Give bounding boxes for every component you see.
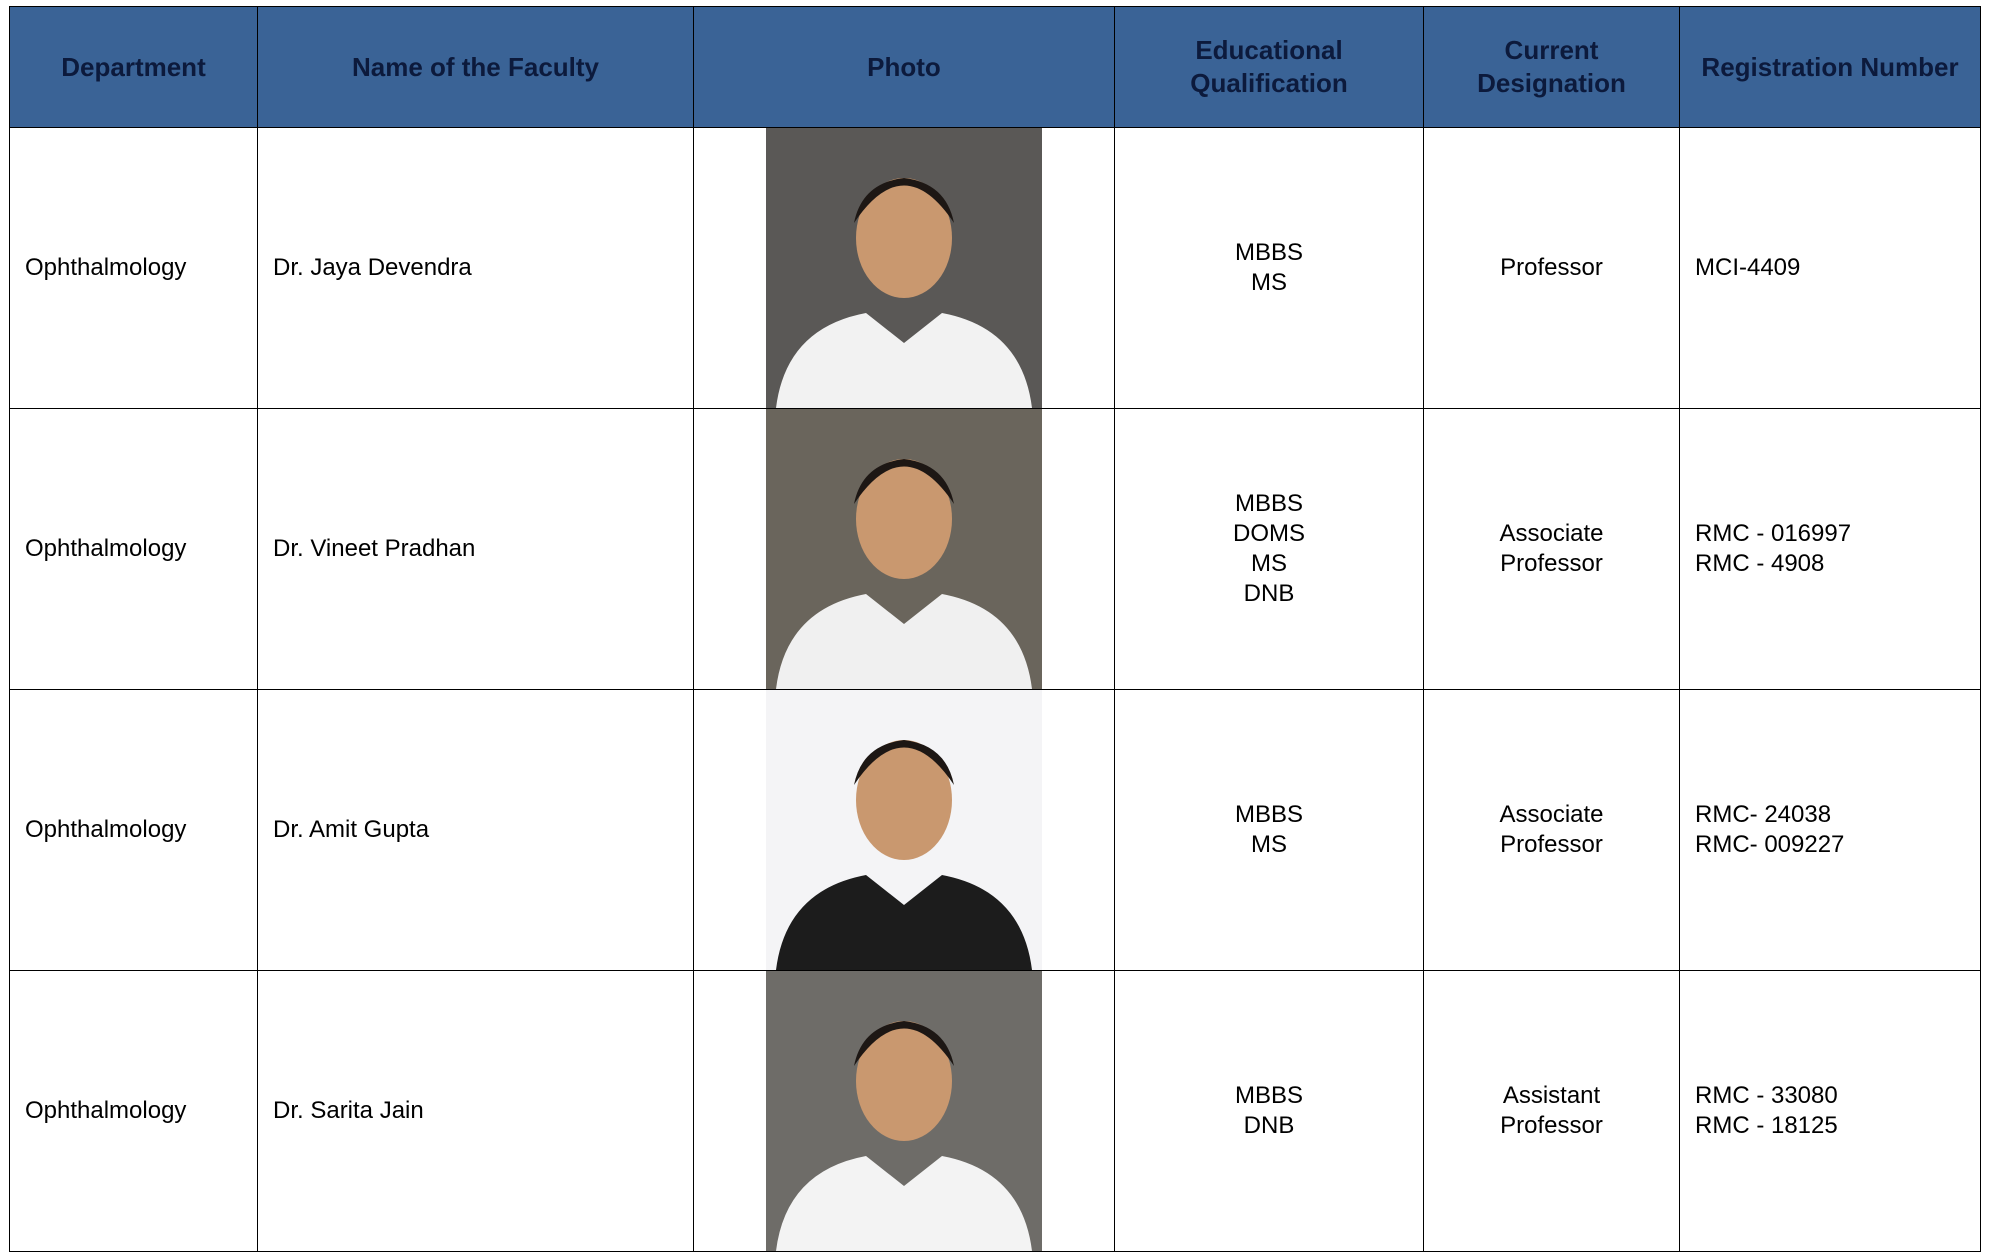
text-line: RMC - 4908 <box>1695 550 1825 577</box>
text-line: Professor <box>1500 1112 1603 1139</box>
photo-cell <box>693 689 1115 971</box>
photo-coat <box>776 594 1032 689</box>
text-line: Professor <box>1500 550 1603 577</box>
text-line: DNB <box>1243 1112 1295 1139</box>
text-line: MS <box>1251 550 1287 577</box>
name-cell: Dr. Vineet Pradhan <box>257 408 694 690</box>
photo-image <box>766 409 1042 689</box>
text-line: Professor <box>1500 254 1603 281</box>
department-cell: Ophthalmology <box>9 970 258 1252</box>
photo-coat <box>776 875 1032 970</box>
photo-image <box>766 690 1042 970</box>
faculty-table: Department Name of the Faculty Photo Educat… <box>9 6 1981 1252</box>
text-line: MBBS <box>1234 490 1303 517</box>
text-line: MBBS <box>1234 801 1303 828</box>
header-cell: Name of the Faculty <box>257 6 694 128</box>
table-row: Ophthalmology Dr. Jaya Devendra MBBS MS Pro… <box>9 127 1981 409</box>
photo-face <box>856 740 952 860</box>
name-cell: Dr. Amit Gupta <box>257 689 694 971</box>
text-line: MS <box>1251 831 1287 858</box>
text-line: MS <box>1251 269 1287 296</box>
text-line: RMC - 18125 <box>1695 1112 1838 1139</box>
text-line: DOMS <box>1233 520 1305 547</box>
text-line: MBBS <box>1234 239 1303 266</box>
qualification-cell: MBBS DNB <box>1114 970 1424 1252</box>
registration-cell: MCI-4409 <box>1679 127 1981 409</box>
photo-hair <box>854 740 954 785</box>
header-cell: Educational Qualification <box>1114 6 1424 128</box>
name-cell: Dr. Sarita Jain <box>257 970 694 1252</box>
photo-image <box>766 971 1042 1251</box>
text-line: Associate <box>1499 801 1604 828</box>
name-cell: Dr. Jaya Devendra <box>257 127 694 409</box>
text-line: MBBS <box>1234 1082 1303 1109</box>
photo-hair <box>854 1021 954 1066</box>
page-body: {"table": { "headers": ["Department", "N… <box>9 6 1981 1252</box>
table-row: Ophthalmology Dr. Sarita Jain MBBS DNB Assi… <box>9 970 1981 1252</box>
text-line: Associate <box>1499 520 1604 547</box>
header-cell: Department <box>9 6 258 128</box>
photo-cell <box>693 970 1115 1252</box>
photo <box>766 971 1042 1251</box>
designation-cell: Associate Professor <box>1423 408 1680 690</box>
photo-cell <box>693 408 1115 690</box>
text-line: RMC- 24038 <box>1695 801 1832 828</box>
photo-face <box>856 1021 952 1141</box>
registration-cell: RMC - 33080 RMC - 18125 <box>1679 970 1981 1252</box>
department-cell: Ophthalmology <box>9 689 258 971</box>
text-line: RMC - 33080 <box>1695 1082 1838 1109</box>
photo-face <box>856 178 952 298</box>
photo-face <box>856 459 952 579</box>
photo <box>766 409 1042 689</box>
text-line: Assistant <box>1502 1082 1601 1109</box>
photo-coat <box>776 313 1032 408</box>
designation-cell: Assistant Professor <box>1423 970 1680 1252</box>
qualification-cell: MBBS MS <box>1114 689 1424 971</box>
registration-cell: RMC - 016997 RMC - 4908 <box>1679 408 1981 690</box>
registration-cell: RMC- 24038 RMC- 009227 <box>1679 689 1981 971</box>
text-line: RMC- 009227 <box>1695 831 1845 858</box>
table-row: Ophthalmology Dr. Vineet Pradhan MBBS DOMS… <box>9 408 1981 690</box>
page: Faculty html, body { margin: 0; padding:… <box>9 6 1981 1252</box>
table-body: Ophthalmology Dr. Jaya Devendra MBBS MS Pro… <box>9 127 1981 1252</box>
table-row: Ophthalmology Dr. Amit Gupta MBBS MS Associ… <box>9 689 1981 971</box>
header-cell: Photo <box>693 6 1115 128</box>
photo <box>766 128 1042 408</box>
text-line: MCI-4409 <box>1695 254 1801 281</box>
text-line: Professor <box>1500 831 1603 858</box>
designation-cell: Professor <box>1423 127 1680 409</box>
photo-cell <box>693 127 1115 409</box>
designation-cell: Associate Professor <box>1423 689 1680 971</box>
qualification-cell: MBBS DOMS MS DNB <box>1114 408 1424 690</box>
photo-hair <box>854 178 954 223</box>
photo-image <box>766 128 1042 408</box>
header-row: Department Name of the Faculty Photo Educat… <box>9 6 1981 128</box>
department-cell: Ophthalmology <box>9 408 258 690</box>
photo <box>766 690 1042 970</box>
header-cell: Current Designation <box>1423 6 1680 128</box>
qualification-cell: MBBS MS <box>1114 127 1424 409</box>
text-line: DNB <box>1243 580 1295 607</box>
text-line: RMC - 016997 <box>1695 520 1852 547</box>
department-cell: Ophthalmology <box>9 127 258 409</box>
header-cell: Registration Number <box>1679 6 1981 128</box>
table-head: Department Name of the Faculty Photo Educat… <box>9 6 1981 128</box>
photo-hair <box>854 459 954 504</box>
